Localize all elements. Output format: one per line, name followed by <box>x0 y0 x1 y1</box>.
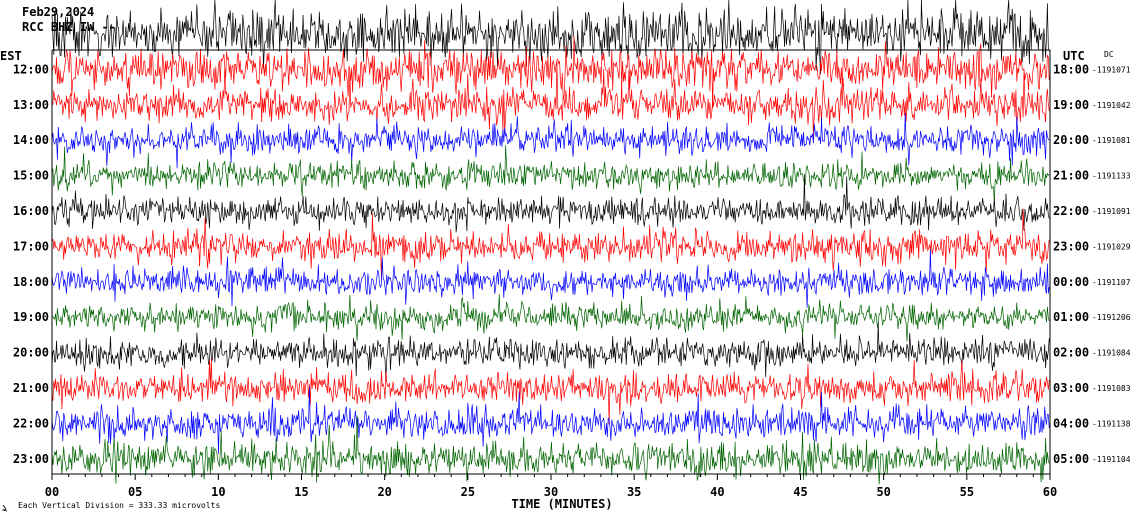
time-tick-label: 45 <box>793 485 807 499</box>
est-hour-label: 15:00 <box>13 169 49 183</box>
dc-offset-label: -1191084 <box>1092 349 1130 358</box>
trace-row-8 <box>51 294 1050 342</box>
dc-offset-label: -1191081 <box>1092 136 1130 145</box>
est-hour-label: 22:00 <box>13 416 49 430</box>
trace-row-3 <box>51 112 1050 169</box>
utc-hour-label: 23:00 <box>1053 239 1089 253</box>
trace-row-1 <box>51 36 1050 109</box>
est-axis-title: EST <box>0 49 22 63</box>
time-tick-label: 40 <box>710 485 724 499</box>
est-hour-label: 16:00 <box>13 204 49 218</box>
est-hour-label: 19:00 <box>13 310 49 324</box>
est-hour-label: 23:00 <box>13 452 49 466</box>
trace-layer <box>51 0 1050 485</box>
utc-hour-label: 00:00 <box>1053 275 1089 289</box>
trace-row-5 <box>51 173 1050 233</box>
time-tick-label: 55 <box>960 485 974 499</box>
utc-hour-label: 19:00 <box>1053 98 1089 112</box>
utc-hour-label: 20:00 <box>1053 133 1089 147</box>
dc-offset-label: -1191091 <box>1092 207 1130 216</box>
trace-row-4 <box>51 145 1050 203</box>
trace-row-0 <box>51 0 1050 75</box>
utc-hour-label: 21:00 <box>1053 169 1089 183</box>
est-hour-label: 18:00 <box>13 275 49 289</box>
utc-hour-label: 18:00 <box>1053 62 1089 76</box>
corner-mark-icon <box>1 504 8 512</box>
time-tick-label: 05 <box>128 485 142 499</box>
dc-offset-label: -1191104 <box>1092 455 1130 464</box>
time-tick-label: 50 <box>876 485 890 499</box>
time-axis-ticks: 00 05 10 15 20 25 30 35 40 45 50 55 60 <box>45 474 1057 499</box>
scale-note: Each Vertical Division = 333.33 microvol… <box>18 501 220 510</box>
dc-header: DC <box>1104 50 1114 59</box>
time-tick-label: 20 <box>377 485 391 499</box>
dc-offset-label: -1191083 <box>1092 384 1130 393</box>
time-tick-label: 30 <box>544 485 558 499</box>
time-tick-label: 15 <box>294 485 308 499</box>
dc-offset-label: -1191206 <box>1092 313 1130 322</box>
est-hour-label: 12:00 <box>13 62 49 76</box>
utc-hour-label: 05:00 <box>1053 452 1089 466</box>
dc-offset-label: -1191107 <box>1092 278 1130 287</box>
time-tick-label: 00 <box>45 485 59 499</box>
trace-row-6 <box>51 208 1050 280</box>
date-label: Feb29,2024 <box>22 5 94 19</box>
time-tick-label: 25 <box>461 485 475 499</box>
dc-offset-label: -1191042 <box>1092 101 1130 110</box>
est-hour-label: 13:00 <box>13 98 49 112</box>
dc-offset-label: -1191133 <box>1092 172 1130 181</box>
utc-axis-title: UTC <box>1063 49 1085 63</box>
utc-hour-label: 03:00 <box>1053 381 1089 395</box>
trace-row-11 <box>51 386 1050 455</box>
trace-row-12 <box>51 415 1050 485</box>
est-hour-label: 21:00 <box>13 381 49 395</box>
dc-offset-label: -1191029 <box>1092 242 1130 251</box>
time-tick-label: 35 <box>627 485 641 499</box>
est-hour-label: 14:00 <box>13 133 49 147</box>
trace-row-2 <box>51 61 1050 139</box>
trace-row-9 <box>51 322 1050 382</box>
est-hour-label: 20:00 <box>13 346 49 360</box>
dc-offset-label: -1191138 <box>1092 419 1130 428</box>
time-tick-label: 60 <box>1043 485 1057 499</box>
utc-hour-label: 01:00 <box>1053 310 1089 324</box>
utc-hour-label: 22:00 <box>1053 204 1089 218</box>
time-tick-label: 10 <box>211 485 225 499</box>
utc-hour-label: 04:00 <box>1053 416 1089 430</box>
trace-row-7 <box>51 248 1050 308</box>
dc-offset-label: -1191071 <box>1092 65 1130 74</box>
utc-hour-label: 02:00 <box>1053 346 1089 360</box>
trace-row-10 <box>51 357 1050 425</box>
time-axis-title: TIME (MINUTES) <box>511 497 612 511</box>
station-label: RCC BHZ IW -- <box>22 20 116 34</box>
est-hour-label: 17:00 <box>13 239 49 253</box>
